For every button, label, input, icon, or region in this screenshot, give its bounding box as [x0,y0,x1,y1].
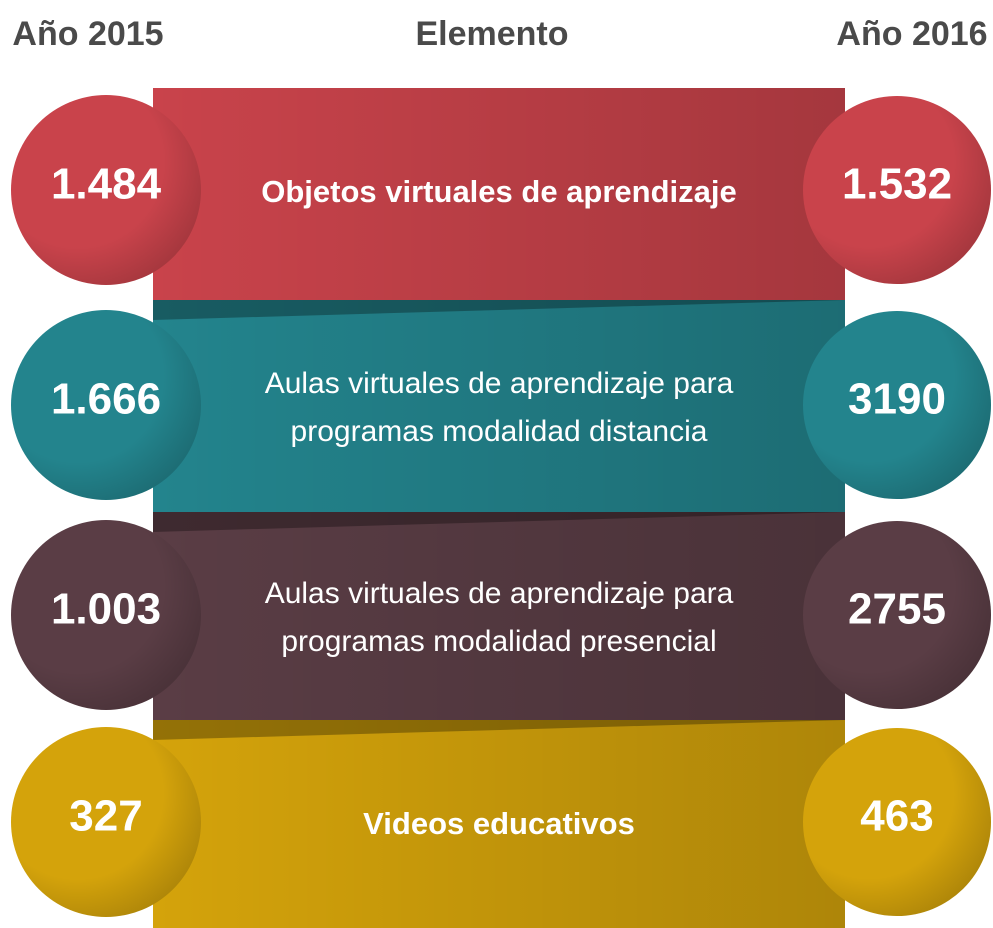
header-center: Elemento [415,15,568,53]
element-label: Objetos virtuales de aprendizaje [261,174,737,209]
element-label: programas modalidad distancia [291,415,708,448]
circle-2016-shade [803,728,991,916]
circle-2015-shade [11,310,201,500]
band-shade [153,88,845,300]
value-2016: 3190 [848,375,946,424]
value-2016: 2755 [848,585,946,634]
element-label: Videos educativos [363,806,635,841]
value-2015: 1.484 [51,160,162,209]
element-label: Aulas virtuales de aprendizaje para [265,367,734,400]
element-label: Aulas virtuales de aprendizaje para [265,577,734,610]
value-2016: 1.532 [842,160,952,209]
band-fold [153,512,845,532]
value-2015: 1.666 [51,375,161,424]
circle-2016-shade [803,521,991,709]
circle-2015-shade [11,520,201,710]
band-shade [153,300,845,512]
circle-2015-shade [11,727,201,917]
header-right: Año 2016 [836,15,987,53]
value-2016: 463 [860,792,933,841]
header-left: Año 2015 [12,15,163,53]
circle-2015-shade [11,95,201,285]
band-shade [153,512,845,720]
band-fold [153,300,845,320]
band-shade [153,720,845,928]
value-2015: 1.003 [51,585,161,634]
band-fold [153,720,845,740]
value-2015: 327 [69,792,142,841]
element-label: programas modalidad presencial [281,625,716,658]
circle-2016-shade [803,96,991,284]
circle-2016-shade [803,311,991,499]
